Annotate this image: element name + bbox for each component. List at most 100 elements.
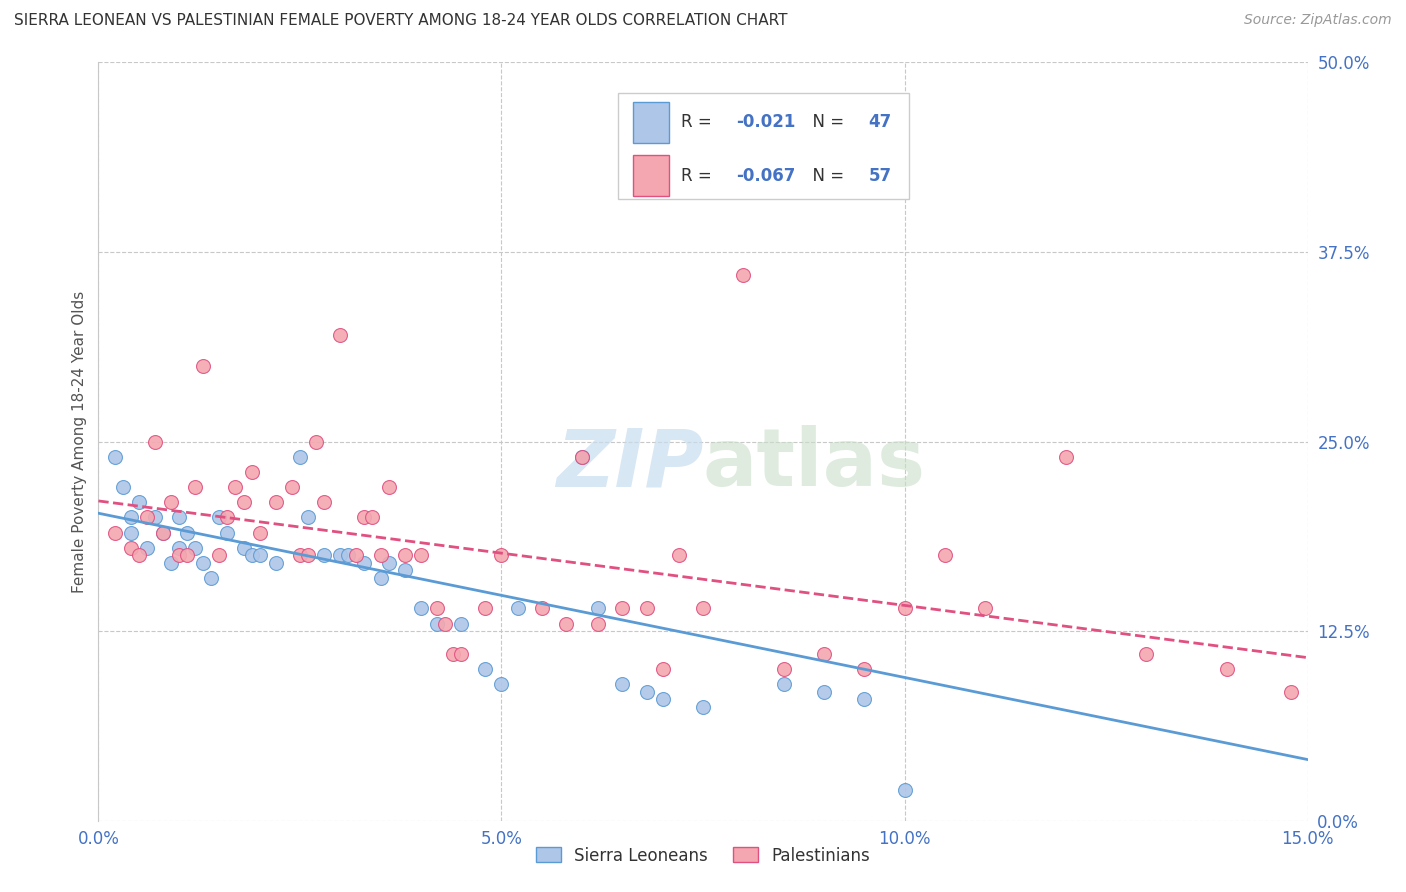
Point [353,510,375,524]
Point [135,541,157,555]
Point [772,677,794,691]
Point [474,662,496,676]
Point [434,616,457,631]
Point [208,510,231,524]
Point [160,495,183,509]
Point [193,359,215,373]
Point [314,495,336,509]
FancyBboxPatch shape [619,93,908,199]
Text: R =: R = [682,113,717,131]
Point [813,647,835,661]
Point [176,548,198,563]
Point [1135,647,1157,661]
Point [152,525,174,540]
Point [208,548,231,563]
Text: N =: N = [803,167,849,185]
Point [612,677,634,691]
Point [143,510,166,524]
Point [651,662,673,676]
Point [160,556,183,570]
Point [555,616,578,631]
Point [353,556,375,570]
Point [297,548,319,563]
Point [586,601,609,615]
Point [329,328,352,343]
Point [167,541,190,555]
Point [893,601,915,615]
Point [103,450,125,464]
Point [636,601,658,615]
Point [217,525,239,540]
Point [813,685,835,699]
Text: N =: N = [803,113,849,131]
Point [1216,662,1239,676]
Text: -0.067: -0.067 [735,167,794,185]
Point [249,525,271,540]
Point [853,662,876,676]
Point [571,450,593,464]
Point [232,495,254,509]
Point [377,556,399,570]
Point [120,541,142,555]
Point [232,541,254,555]
Point [288,450,311,464]
Point [337,548,360,563]
Point [530,601,553,615]
Point [426,601,449,615]
Point [184,541,207,555]
Point [394,564,416,578]
FancyBboxPatch shape [633,102,669,144]
Point [344,548,367,563]
Point [733,268,755,282]
Text: 57: 57 [869,167,891,185]
Point [305,434,328,449]
Point [297,510,319,524]
Point [450,647,472,661]
Text: SIERRA LEONEAN VS PALESTINIAN FEMALE POVERTY AMONG 18-24 YEAR OLDS CORRELATION C: SIERRA LEONEAN VS PALESTINIAN FEMALE POV… [14,13,787,29]
Point [491,548,513,563]
Point [240,548,263,563]
Point [1281,685,1303,699]
Y-axis label: Female Poverty Among 18-24 Year Olds: Female Poverty Among 18-24 Year Olds [72,291,87,592]
Point [692,699,714,714]
Point [120,510,142,524]
Text: Source: ZipAtlas.com: Source: ZipAtlas.com [1244,13,1392,28]
Point [733,146,755,161]
Point [217,510,239,524]
Point [361,510,384,524]
FancyBboxPatch shape [633,154,669,196]
Point [1054,450,1077,464]
Point [636,685,658,699]
Point [224,480,246,494]
Point [409,601,432,615]
Point [377,480,399,494]
Point [491,677,513,691]
Point [240,465,263,479]
Text: R =: R = [682,167,717,185]
Point [394,548,416,563]
Text: 47: 47 [869,113,891,131]
Point [264,556,287,570]
Point [120,525,142,540]
Point [143,434,166,449]
Point [571,450,593,464]
Point [692,601,714,615]
Point [128,495,150,509]
Point [103,525,125,540]
Point [974,601,997,615]
Point [441,647,464,661]
Point [370,548,392,563]
Point [314,548,336,563]
Point [506,601,529,615]
Point [193,556,215,570]
Point [450,616,472,631]
Text: -0.021: -0.021 [735,113,794,131]
Point [264,495,287,509]
Point [135,510,157,524]
Point [184,480,207,494]
Point [111,480,134,494]
Point [426,616,449,631]
Point [612,601,634,615]
Point [586,616,609,631]
Point [893,783,915,797]
